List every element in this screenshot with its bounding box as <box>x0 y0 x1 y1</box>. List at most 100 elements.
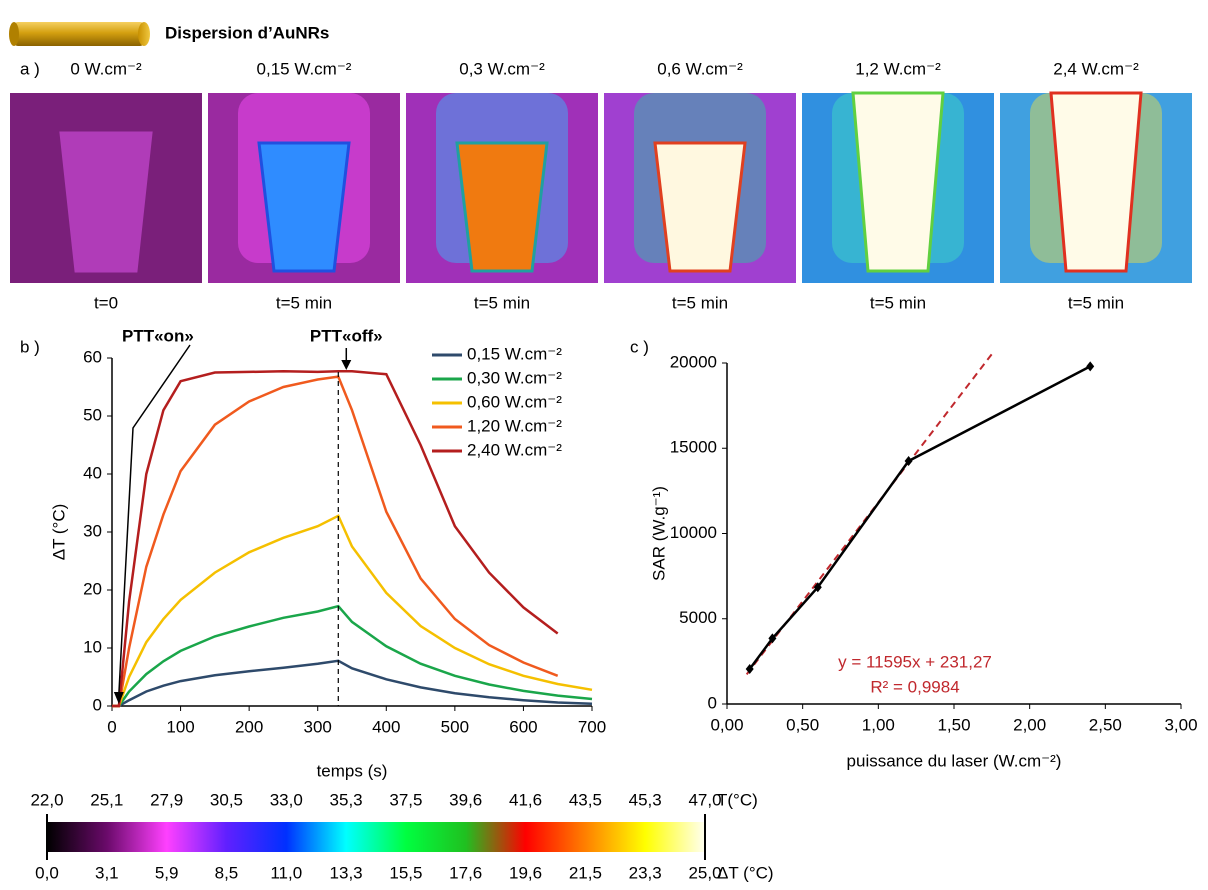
colorbar-bottom-label: 0,0 <box>35 863 59 882</box>
x-tick-label: 0 <box>107 717 116 736</box>
x-tick-label: 200 <box>235 717 263 736</box>
y-tick-label: 20000 <box>670 352 717 371</box>
data-point <box>813 582 822 593</box>
y-tick-label: 10 <box>83 637 102 656</box>
colorbar-bottom-label: 25,0 <box>688 863 721 882</box>
data-point <box>768 633 777 644</box>
vial <box>455 141 549 273</box>
power-label: 0,6 W.cm⁻² <box>657 59 743 78</box>
colorbar-bottom-label: 21,5 <box>569 863 602 882</box>
colorbar-top-label: 22,0 <box>30 790 63 809</box>
colorbar-bottom-label: 11,0 <box>270 863 302 882</box>
x-tick-label: 700 <box>578 717 606 736</box>
vial <box>257 141 351 273</box>
panel-label: a ) <box>20 59 40 78</box>
series-line <box>748 365 1091 670</box>
trendline <box>745 353 993 675</box>
colorbar-bottom-label: 8,5 <box>215 863 239 882</box>
time-label: t=5 min <box>672 293 728 312</box>
power-label: 0 W.cm⁻² <box>70 59 142 78</box>
colorbar-top-label: 47,0 <box>688 790 721 809</box>
panel-label: b ) <box>20 337 40 356</box>
colorbar-bottom-label: 13,3 <box>330 863 363 882</box>
y-tick-label: 0 <box>708 693 717 712</box>
colorbar-top-label: 45,3 <box>629 790 662 809</box>
time-label: t=0 <box>94 293 118 312</box>
y-tick-label: 20 <box>83 579 102 598</box>
legend-label: 2,40 W.cm⁻² <box>467 440 562 459</box>
y-axis-title: SAR (W.g⁻¹) <box>649 486 668 581</box>
x-tick-label: 1,50 <box>937 715 970 734</box>
colorbar-bottom-label: 19,6 <box>509 863 542 882</box>
y-tick-label: 10000 <box>670 523 717 542</box>
header-title: Dispersion d’AuNRs <box>165 23 329 42</box>
x-tick-label: 100 <box>166 717 194 736</box>
vial <box>653 141 747 273</box>
annotation-arrow <box>341 360 352 370</box>
colorbar <box>47 822 705 852</box>
y-tick-label: 15000 <box>670 438 717 457</box>
gold-rod-icon <box>9 22 150 46</box>
x-tick-label: 600 <box>509 717 537 736</box>
data-point <box>745 664 754 675</box>
x-tick-label: 500 <box>441 717 469 736</box>
series-line <box>112 370 559 708</box>
legend-label: 0,60 W.cm⁻² <box>467 392 562 411</box>
annotation-arrow <box>113 692 124 704</box>
x-axis-title: puissance du laser (W.cm⁻²) <box>847 751 1062 770</box>
y-tick-label: 40 <box>83 463 102 482</box>
colorbar-bottom-label: 5,9 <box>155 863 179 882</box>
annotation: PTT«off» <box>310 326 383 345</box>
panel-label: c ) <box>630 337 649 356</box>
colorbar-bottom-label: 17,6 <box>449 863 482 882</box>
vial <box>59 131 153 273</box>
data-point <box>904 456 913 467</box>
y-tick-label: 5000 <box>679 608 717 627</box>
colorbar-top-label: 41,6 <box>509 790 542 809</box>
x-tick-label: 0,00 <box>710 715 743 734</box>
colorbar-top-label: 33,0 <box>270 790 303 809</box>
legend-label: 1,20 W.cm⁻² <box>467 416 562 435</box>
y-tick-label: 50 <box>83 405 102 424</box>
legend-label: 0,15 W.cm⁻² <box>467 344 562 363</box>
colorbar-top-title: T(°C) <box>717 790 758 809</box>
vial <box>1049 91 1143 273</box>
colorbar-bottom-label: 15,5 <box>389 863 422 882</box>
x-tick-label: 3,00 <box>1164 715 1197 734</box>
power-label: 1,2 W.cm⁻² <box>855 59 941 78</box>
vial <box>851 91 945 273</box>
power-label: 2,4 W.cm⁻² <box>1053 59 1139 78</box>
series-line <box>112 604 593 708</box>
colorbar-bottom-title: ΔT (°C) <box>717 863 774 882</box>
y-tick-label: 30 <box>83 521 102 540</box>
colorbar-top-label: 43,5 <box>569 790 602 809</box>
y-tick-label: 60 <box>83 347 102 366</box>
annotation-line <box>118 344 191 695</box>
series-line <box>112 659 593 708</box>
trendline-r2: R² = 0,9984 <box>870 677 959 696</box>
power-label: 0,3 W.cm⁻² <box>459 59 545 78</box>
colorbar-bottom-label: 23,3 <box>629 863 662 882</box>
colorbar-top-label: 35,3 <box>330 790 363 809</box>
power-label: 0,15 W.cm⁻² <box>257 59 352 78</box>
x-tick-label: 2,50 <box>1089 715 1122 734</box>
x-tick-label: 2,00 <box>1013 715 1046 734</box>
time-label: t=5 min <box>870 293 926 312</box>
x-tick-label: 400 <box>372 717 400 736</box>
colorbar-top-label: 27,9 <box>150 790 183 809</box>
series-line <box>112 375 559 708</box>
time-label: t=5 min <box>474 293 530 312</box>
colorbar-top-label: 25,1 <box>90 790 123 809</box>
thermal-images <box>10 91 1192 283</box>
y-axis-title: ΔT (°C) <box>49 504 68 561</box>
legend-label: 0,30 W.cm⁻² <box>467 368 562 387</box>
time-label: t=5 min <box>1068 293 1124 312</box>
annotation: PTT«on» <box>122 326 194 345</box>
colorbar-top-label: 30,5 <box>210 790 243 809</box>
colorbar-top-label: 39,6 <box>449 790 482 809</box>
x-tick-label: 300 <box>304 717 332 736</box>
time-label: t=5 min <box>276 293 332 312</box>
y-tick-label: 0 <box>93 695 102 714</box>
